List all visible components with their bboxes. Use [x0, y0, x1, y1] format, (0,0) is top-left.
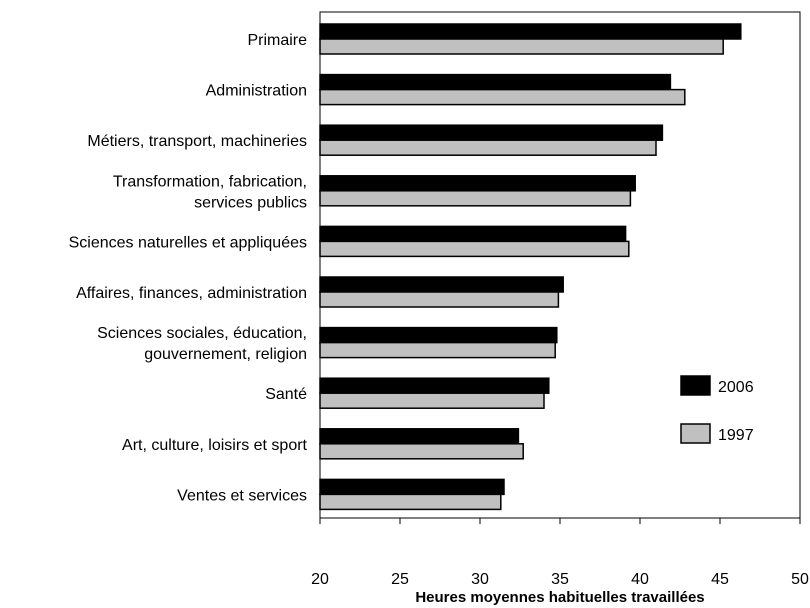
bar-2006-5 — [319, 276, 564, 293]
bar-1997-6 — [319, 341, 556, 359]
category-label-3-line-0: Transformation, fabrication, — [113, 173, 307, 190]
bar-1997-4 — [319, 240, 630, 258]
x-tick-label-35: 35 — [551, 571, 569, 588]
category-label-0: Primaire — [247, 32, 307, 49]
category-label-9: Ventes et services — [177, 487, 307, 504]
x-tick-label-20: 20 — [311, 571, 329, 588]
category-label-8: Art, culture, loisirs et sport — [122, 437, 308, 454]
x-tick-label-25: 25 — [391, 571, 409, 588]
bar-2006-8 — [319, 428, 520, 445]
legend-swatch-2006 — [680, 375, 711, 396]
category-label-2: Métiers, transport, machineries — [87, 133, 307, 150]
category-label-5: Affaires, finances, administration — [76, 285, 307, 302]
bar-2006-4 — [319, 225, 627, 243]
bar-1997-7 — [319, 392, 545, 409]
category-label-7: Santé — [265, 386, 307, 403]
category-label-6-line-1: gouvernement, religion — [144, 346, 307, 363]
x-axis-title: Heures moyennes habituelles travaillées — [415, 589, 705, 606]
x-tick-label-30: 30 — [471, 571, 489, 588]
category-label-1: Administration — [206, 83, 307, 100]
x-tick-label-45: 45 — [711, 571, 729, 588]
x-tick-label-50: 50 — [791, 571, 809, 588]
bar-2006-0 — [319, 23, 742, 40]
bar-2006-2 — [319, 124, 664, 141]
category-label-6-line-0: Sciences sociales, éducation, — [97, 325, 307, 342]
bar-1997-2 — [319, 139, 657, 156]
bar-2006-9 — [319, 478, 505, 496]
bar-2006-6 — [319, 326, 558, 344]
legend-label-1997: 1997 — [718, 427, 754, 444]
bar-1997-9 — [319, 493, 502, 511]
bar-1997-1 — [319, 88, 686, 106]
bar-2006-7 — [319, 377, 550, 394]
bar-1997-0 — [319, 38, 724, 55]
bar-1997-5 — [319, 291, 560, 308]
legend-swatch-1997 — [680, 423, 711, 444]
category-label-3-line-1: services publics — [194, 194, 307, 211]
bar-2006-1 — [319, 73, 672, 91]
bar-1997-8 — [319, 443, 524, 460]
bar-2006-3 — [319, 175, 636, 192]
bar-1997-3 — [319, 190, 632, 207]
category-label-4: Sciences naturelles et appliquées — [69, 234, 307, 251]
x-tick-label-40: 40 — [631, 571, 649, 588]
legend-label-2006: 2006 — [718, 379, 754, 396]
